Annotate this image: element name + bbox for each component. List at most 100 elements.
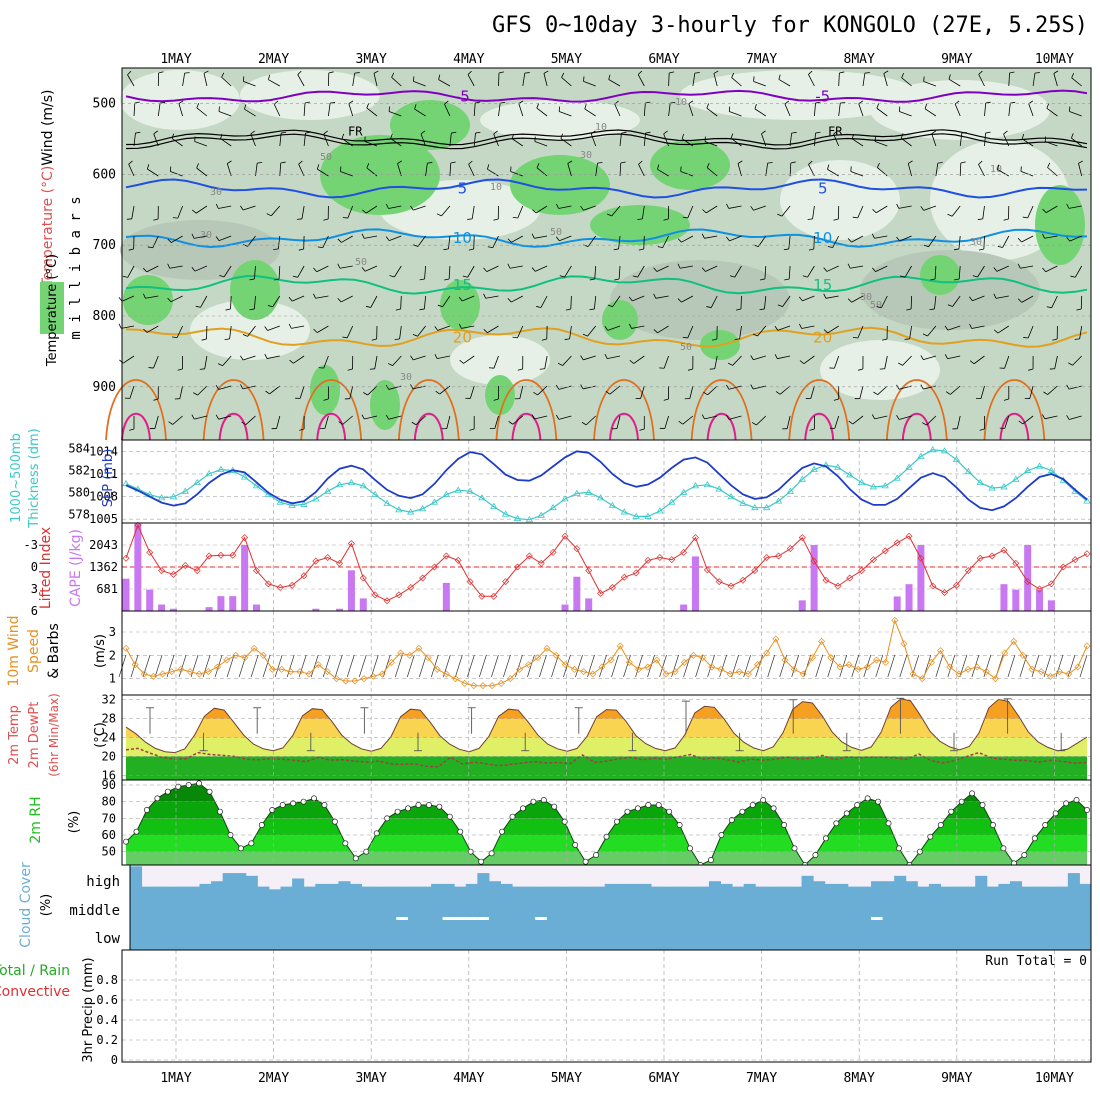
- wind-speed-point: [607, 656, 615, 664]
- thickness-point: [395, 506, 403, 513]
- wind-barb: [663, 133, 669, 147]
- wind-barb: [1079, 654, 1088, 678]
- cape-bar: [893, 596, 901, 611]
- isotherm-30-loop: [706, 412, 737, 441]
- rh-contour-label: 10: [675, 97, 687, 108]
- wind-barb-flag: [493, 218, 499, 221]
- high-cloud-bar: [662, 886, 675, 892]
- thickness-point: [905, 463, 913, 470]
- high-cloud-bar: [211, 881, 224, 892]
- lifted-index-point: [893, 539, 901, 547]
- high-cloud-bar: [871, 881, 884, 892]
- high-cloud-bar: [836, 883, 849, 892]
- wind-barb-flag: [1076, 308, 1082, 311]
- high-cloud-bar: [1079, 883, 1092, 892]
- wind-speed-point: [1056, 668, 1064, 676]
- wind-barb: [366, 167, 378, 177]
- wind-barb-flag: [682, 216, 688, 219]
- thickness-point: [454, 486, 462, 493]
- high-cloud-bar: [1009, 881, 1023, 892]
- wind-barb-flag: [257, 162, 263, 164]
- wind-barb: [221, 76, 232, 87]
- wind-barb: [753, 385, 766, 390]
- wind-barb-flag: [487, 164, 490, 170]
- wind-barb-flag: [511, 133, 515, 139]
- wind-barb-flag: [305, 131, 311, 134]
- thickness-point: [1012, 475, 1020, 482]
- wind-barb: [394, 654, 403, 678]
- rh-point: [822, 835, 829, 842]
- precip-tick-label: 0.4: [96, 1013, 118, 1027]
- wind-speed-point: [1074, 663, 1082, 671]
- wind-barb-flag: [604, 354, 608, 359]
- thickness-tick-label: 582: [68, 464, 90, 478]
- wind-speed-point: [561, 661, 569, 669]
- wind-barb: [468, 164, 475, 177]
- wind-barb: [810, 385, 815, 399]
- wind-barb-flag: [201, 338, 207, 341]
- day-label-bottom: 2MAY: [258, 1071, 289, 1086]
- wind-barb-flag: [363, 392, 368, 396]
- wind-barb: [612, 295, 621, 307]
- wind-barb: [874, 415, 888, 420]
- rh-point: [1052, 810, 1059, 817]
- wind-barb: [611, 205, 621, 217]
- wind-barb-flag: [663, 130, 668, 135]
- wind-barb: [595, 163, 598, 177]
- wind-barb: [128, 163, 135, 177]
- wind-barb-flag: [663, 398, 669, 401]
- wind-barb-flag: [706, 306, 712, 308]
- lifted-index-point: [715, 578, 723, 586]
- thickness-point: [857, 478, 866, 485]
- wind-barb-flag: [135, 131, 141, 134]
- rh-tick-label: 50: [102, 845, 116, 859]
- wind-barb: [449, 133, 452, 147]
- lifted-index-point: [347, 540, 355, 548]
- wind-barb-flag: [777, 304, 783, 307]
- rh-point: [206, 788, 213, 795]
- wind-barb-flag: [438, 74, 441, 80]
- wind-barb: [374, 355, 378, 369]
- wind-barb: [899, 235, 912, 242]
- wind-barb: [1072, 355, 1082, 366]
- lifted-index-point: [680, 548, 688, 556]
- wind-speed-point: [259, 651, 267, 659]
- high-cloud-bar: [674, 886, 687, 892]
- wind-barb-flag: [706, 103, 710, 109]
- high-cloud-bar: [1044, 886, 1057, 892]
- wind-barb-flag: [1018, 420, 1024, 425]
- wind-barb: [334, 654, 343, 678]
- wind-barb: [647, 654, 655, 678]
- wind-barb-flag: [604, 326, 609, 331]
- wind-barb: [250, 654, 259, 678]
- wind-barb: [926, 415, 937, 426]
- wind-barb-flag: [366, 163, 370, 169]
- wind-barb-flag: [224, 338, 230, 341]
- wind-barb: [753, 81, 766, 87]
- wind-barb: [695, 654, 703, 678]
- wind-barb-flag: [512, 216, 518, 219]
- wind-barb: [247, 325, 256, 337]
- wind-barb-flag: [555, 384, 560, 390]
- wind-barb: [561, 77, 572, 87]
- isotherm-20: [125, 326, 1088, 348]
- wind-barb-flag: [985, 131, 991, 134]
- wind-barb: [127, 265, 135, 278]
- thickness-point: [668, 498, 676, 505]
- wind-barb-flag: [815, 131, 821, 134]
- wind-barb-flag: [896, 236, 900, 242]
- wind-barb-flag: [215, 385, 220, 390]
- lifted-index-point: [407, 584, 415, 592]
- day-label-bottom: 5MAY: [551, 1071, 582, 1086]
- rh-moist-region: [310, 365, 340, 415]
- lifted-index-point: [466, 578, 474, 586]
- wind-barb-flag: [483, 293, 487, 299]
- wind-barb: [632, 295, 645, 302]
- wind-barb-flag: [969, 323, 973, 329]
- temp-axis-label: 2m Temp: [7, 705, 22, 765]
- wind-barb: [764, 265, 767, 279]
- wind-barb: [757, 325, 767, 337]
- wind-barb-flag: [978, 160, 983, 165]
- lifted-index-point: [751, 567, 759, 575]
- lifted-index-point: [941, 589, 949, 597]
